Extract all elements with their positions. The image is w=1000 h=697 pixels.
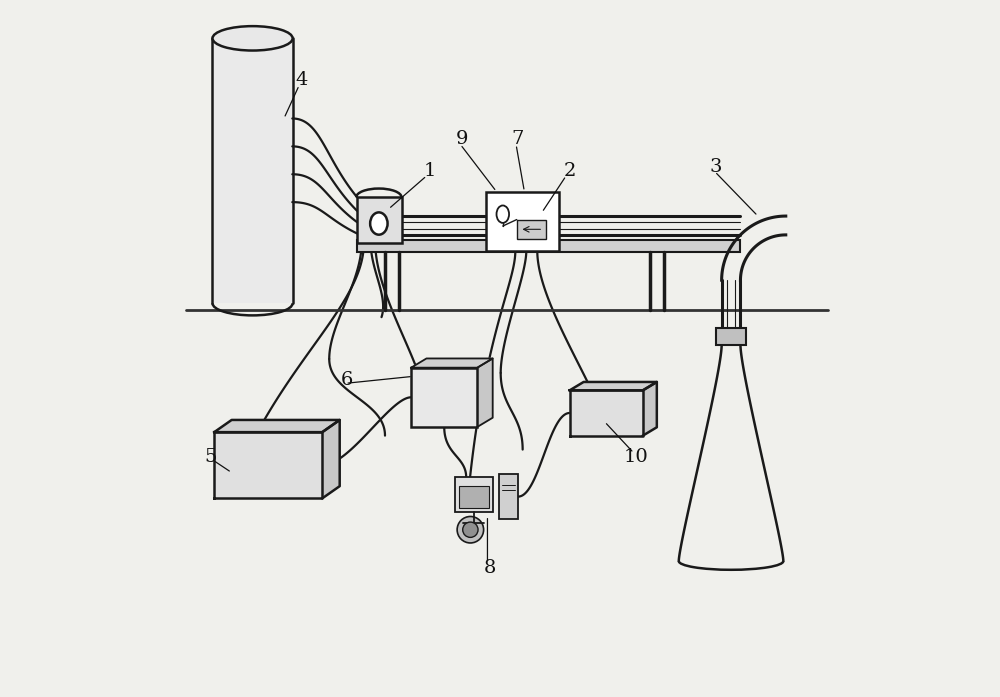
Polygon shape [214,432,322,498]
Bar [517,220,546,239]
Bar [357,197,402,243]
Bar [716,328,746,345]
Text: 10: 10 [624,447,648,466]
Text: 1: 1 [424,162,436,180]
Bar [357,240,740,252]
Text: 9: 9 [455,130,468,148]
Bar [411,367,477,427]
Polygon shape [570,390,643,436]
Polygon shape [477,358,493,427]
Polygon shape [643,382,657,436]
Text: 5: 5 [205,447,217,466]
Bar [212,38,293,303]
Text: 7: 7 [511,130,524,148]
Bar [499,474,518,519]
Polygon shape [570,382,657,390]
Ellipse shape [497,206,509,223]
Text: 6: 6 [340,371,353,389]
Bar [486,192,559,251]
Text: 4: 4 [295,71,308,89]
Text: 3: 3 [710,158,722,176]
Bar [459,486,489,508]
Text: 2: 2 [564,162,576,180]
Bar [455,477,493,512]
Text: 8: 8 [483,559,496,577]
Polygon shape [214,420,340,432]
Ellipse shape [457,516,484,543]
Ellipse shape [212,26,293,51]
Polygon shape [322,420,340,498]
Polygon shape [411,358,493,367]
Ellipse shape [370,213,388,235]
Ellipse shape [463,522,478,537]
